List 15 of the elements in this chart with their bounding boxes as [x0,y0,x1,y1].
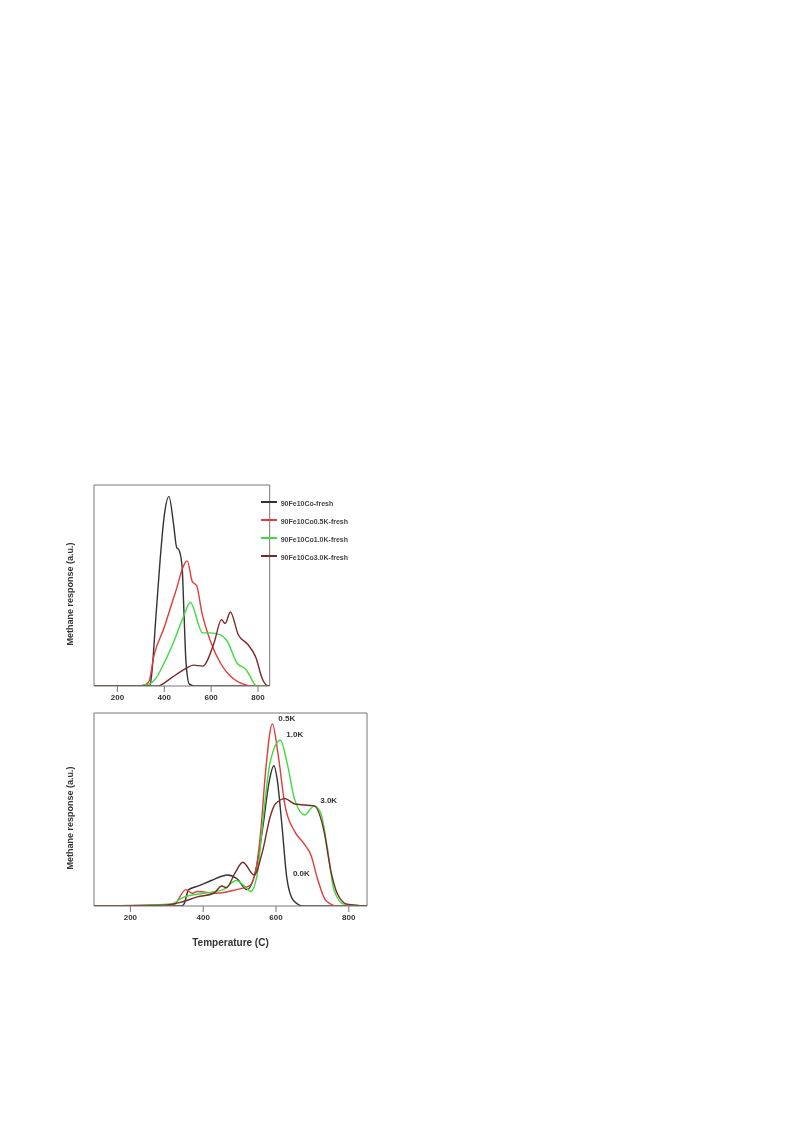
x-tick-label: 200 [110,692,125,702]
y-axis-title: Methane response (a.u.) [65,766,76,870]
x-tick-label: 800 [251,692,266,702]
annotation: 0.5K [278,713,296,723]
annotation: 1.0K [286,730,304,740]
x-tick-label: 200 [123,912,138,922]
annotation: 3.0K [320,795,338,805]
x-axis-title: Temperature (C) [192,937,269,948]
x-tick-label: 400 [157,692,172,702]
x-tick-label: 600 [204,692,219,702]
annotation: 0.0K [292,868,311,878]
x-tick-label: 800 [342,912,357,922]
x-tick-label: 600 [269,912,284,922]
x-tick-label: 400 [196,912,211,922]
y-axis-title: Methane response (a.u.) [65,542,76,646]
